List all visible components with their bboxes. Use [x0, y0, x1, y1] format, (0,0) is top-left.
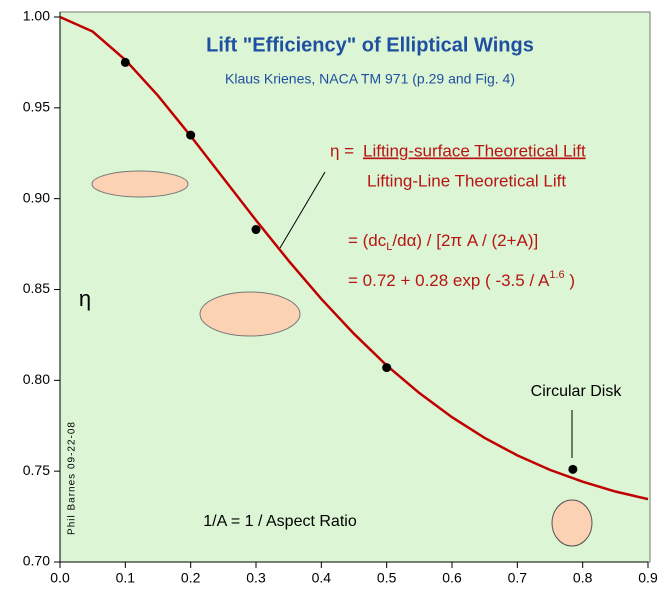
annotation-part: L	[386, 241, 392, 253]
data-point	[568, 464, 578, 474]
signature: Phil Barnes 09-22-08	[67, 421, 78, 535]
x-tick-label: 0.7	[508, 570, 528, 586]
disk-shape	[551, 499, 593, 547]
data-point	[382, 363, 392, 373]
y-tick-label: 1.00	[23, 8, 50, 24]
y-axis-label: η	[79, 286, 91, 311]
data-point	[120, 57, 130, 67]
x-tick-label: 0.1	[116, 570, 136, 586]
wing-shape	[91, 170, 189, 198]
pointer-line	[279, 171, 326, 249]
data-point	[251, 225, 261, 235]
annotation: Circular Disk	[531, 383, 623, 400]
x-tick-label: 0.9	[638, 570, 658, 586]
chart-title: Lift "Efficiency" of Elliptical Wings	[206, 34, 534, 56]
y-tick-label: 0.85	[23, 280, 50, 296]
annotation: Lifting-Line Theoretical Lift	[367, 171, 566, 190]
annotation-part: = 0.72 + 0.28 exp ( -3.5 / A	[348, 271, 550, 290]
x-tick-label: 0.2	[181, 570, 201, 586]
x-tick-label: 0.3	[246, 570, 266, 586]
y-tick-label: 0.80	[23, 371, 50, 387]
annotation-part: 1.6	[549, 269, 564, 281]
data-point	[186, 130, 196, 140]
annotation-part: = (dc	[348, 231, 387, 250]
y-tick-label: 0.90	[23, 189, 50, 205]
x-tick-label: 0.0	[50, 570, 70, 586]
y-tick-label: 0.95	[23, 99, 50, 115]
chart-subtitle: Klaus Krienes, NACA TM 971 (p.29 and Fig…	[225, 71, 515, 87]
y-tick-label: 0.70	[23, 553, 50, 569]
wing-shape	[199, 291, 301, 337]
x-tick-label: 0.4	[312, 570, 332, 586]
annotation-part: )	[565, 271, 575, 290]
annotation-part: /dα) / [2π A / (2+A)]	[392, 231, 538, 250]
x-tick-label: 0.6	[442, 570, 462, 586]
annotation: = (dcL/dα) / [2π A / (2+A)]	[348, 231, 538, 252]
annotation: η =	[330, 141, 354, 160]
x-tick-label: 0.8	[573, 570, 593, 586]
x-tick-label: 0.5	[377, 570, 397, 586]
x-axis-label: 1/A = 1 / Aspect Ratio	[203, 513, 357, 530]
annotation: Lifting-surface Theoretical Lift	[363, 141, 586, 160]
annotation: = 0.72 + 0.28 exp ( -3.5 / A1.6 )	[348, 269, 575, 291]
fit-curve	[59, 15, 649, 501]
y-tick-label: 0.75	[23, 462, 50, 478]
